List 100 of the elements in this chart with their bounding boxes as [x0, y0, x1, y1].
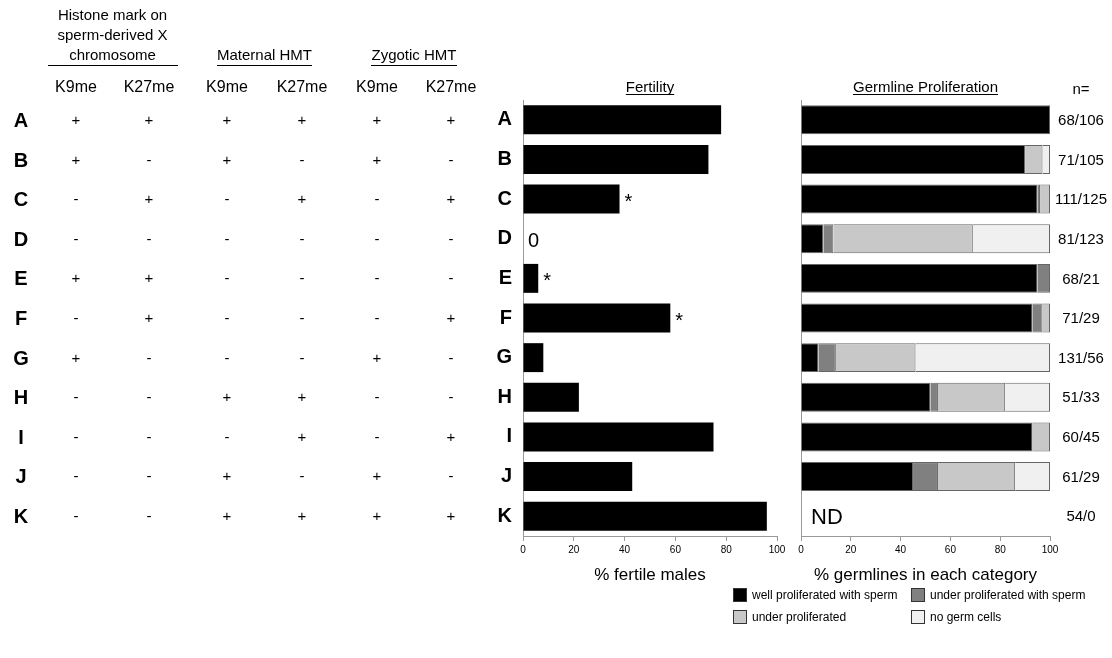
legend-label: under proliferated [752, 609, 847, 624]
y-tick-label: J [500, 464, 512, 487]
text: 51/33 [1062, 388, 1100, 406]
y-tick-label: I [506, 424, 512, 447]
text: - [146, 150, 152, 168]
bar [523, 422, 714, 452]
text: + [446, 111, 456, 128]
text: 71/105 [1058, 150, 1104, 168]
text: - [374, 269, 380, 287]
x-tick-label: 0 [798, 543, 805, 555]
category-label: G [13, 346, 29, 369]
x-axis-title: % germlines in each category [813, 565, 1038, 585]
x-tick-label: 40 [895, 543, 907, 555]
text: + [71, 111, 81, 128]
text: + [144, 190, 154, 208]
text: + [446, 309, 456, 326]
category-label: K9me [54, 78, 98, 96]
text: + [222, 388, 232, 406]
text: - [448, 269, 454, 287]
chart-title: Fertility [625, 78, 675, 95]
annotation: * [543, 268, 552, 291]
text: - [224, 427, 230, 445]
text: + [372, 111, 382, 128]
text: + [446, 190, 456, 208]
bar [523, 343, 544, 373]
y-tick-label: H [497, 384, 512, 407]
annotation: ND [811, 504, 843, 530]
text: - [374, 309, 380, 326]
text: + [297, 388, 307, 406]
x-tick-label: 0 [520, 543, 527, 555]
text: - [299, 309, 305, 326]
bar [523, 263, 539, 293]
text: + [297, 111, 307, 128]
text: + [222, 467, 232, 485]
text: + [372, 467, 382, 485]
text: 111/125 [1055, 190, 1107, 208]
category-label: A [13, 109, 29, 131]
text: - [224, 309, 230, 326]
category-label: F [14, 307, 28, 329]
category-label: J [15, 465, 27, 488]
text: 60/45 [1062, 428, 1100, 446]
text: - [73, 467, 79, 485]
y-tick-label: F [499, 305, 512, 328]
legend-label: under proliferated with sperm [930, 587, 1086, 602]
annotation: 0 [528, 229, 540, 252]
text: 54/0 [1066, 507, 1096, 525]
y-tick-label: E [498, 265, 512, 288]
text: + [372, 348, 382, 366]
legend-label: no germ cells [930, 609, 1002, 624]
text: - [448, 388, 454, 406]
text: - [299, 150, 305, 168]
text: - [299, 269, 305, 287]
y-tick-label: C [497, 186, 512, 209]
text: + [144, 111, 154, 128]
text: - [224, 190, 230, 208]
text: - [374, 190, 380, 208]
text: - [146, 467, 152, 485]
category-label: E [14, 267, 28, 290]
y-tick-label: D [497, 226, 512, 249]
text: - [299, 229, 305, 247]
text: - [448, 229, 454, 247]
text: - [224, 348, 230, 366]
text: + [297, 427, 307, 445]
text: + [297, 190, 307, 208]
text: - [146, 427, 152, 445]
bar [523, 184, 620, 214]
category-label: B [13, 148, 29, 171]
text: 68/21 [1062, 269, 1100, 287]
text: - [73, 229, 79, 247]
y-tick-label: B [497, 146, 512, 169]
text: - [299, 467, 305, 485]
chart-title: Germline Proliferation [852, 78, 999, 95]
text: Zygotic HMT [371, 45, 457, 66]
x-tick-label: 40 [619, 543, 631, 555]
text: 61/29 [1062, 467, 1100, 485]
text: + [297, 507, 307, 524]
text: Histone mark on sperm-derived X chromosome [47, 5, 178, 66]
text: + [144, 309, 154, 326]
text: + [372, 507, 382, 524]
text: + [372, 150, 382, 168]
category-label: K9me [355, 78, 399, 96]
y-tick-label: A [497, 107, 512, 130]
text: + [71, 348, 81, 366]
x-tick-label: 80 [994, 543, 1007, 555]
text: - [73, 507, 79, 524]
annotation: * [675, 308, 684, 331]
text: - [374, 388, 380, 406]
category-label: D [13, 227, 29, 250]
text: - [73, 309, 79, 326]
category-label: H [13, 386, 29, 409]
text: - [448, 467, 454, 485]
category-label: K9me [205, 78, 249, 96]
text: n= [1072, 80, 1090, 97]
bar [523, 501, 767, 531]
x-tick-label: 80 [720, 543, 733, 555]
annotation: * [624, 189, 633, 212]
x-axis-title: % fertile males [594, 565, 706, 585]
y-tick-label: K [497, 503, 513, 526]
text: - [146, 507, 152, 524]
text: - [146, 388, 152, 406]
